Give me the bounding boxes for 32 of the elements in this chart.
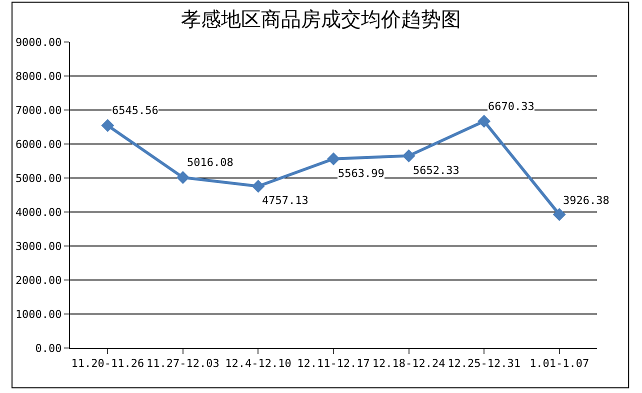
y-tick-label: 3000.00 xyxy=(15,240,62,253)
y-tick-label: 1000.00 xyxy=(15,308,62,321)
y-tick-label: 0.00 xyxy=(35,342,62,355)
x-tick-label: 12.18-12.24 xyxy=(372,357,446,370)
data-label: 5652.33 xyxy=(413,164,460,177)
x-tick-label: 12.25-12.31 xyxy=(448,357,520,370)
x-tick-label: 12.11-12.17 xyxy=(297,357,370,370)
point xyxy=(327,152,340,166)
y-tick-label: 9000.00 xyxy=(15,36,62,49)
point xyxy=(402,149,416,162)
data-label: 5563.99 xyxy=(338,167,384,180)
point xyxy=(252,180,265,193)
point xyxy=(478,114,491,128)
data-label: 3926.38 xyxy=(563,194,610,207)
x-tick-label: 1.01-1.07 xyxy=(530,357,590,370)
point xyxy=(176,170,190,184)
x-tick-label: 12.4-12.10 xyxy=(225,357,292,370)
y-tick-label: 5000.00 xyxy=(15,172,62,185)
data-label: 5016.08 xyxy=(187,156,234,169)
chart-title: 孝感地区商品房成交均价趋势图 xyxy=(181,6,461,31)
x-tick-label: 11.20-11.26 xyxy=(71,357,144,370)
data-label: 6670.33 xyxy=(488,100,534,113)
data-label: 6545.56 xyxy=(112,104,158,117)
point xyxy=(101,118,114,132)
y-tick-label: 2000.00 xyxy=(15,274,62,287)
x-tick-label: 11.27-12.03 xyxy=(146,357,220,370)
y-tick-label: 6000.00 xyxy=(15,138,62,151)
point xyxy=(552,208,566,221)
data-label: 4757.13 xyxy=(262,194,308,207)
y-tick-label: 7000.00 xyxy=(15,104,62,117)
y-tick-label: 4000.00 xyxy=(15,206,62,219)
y-tick-label: 8000.00 xyxy=(15,70,62,83)
